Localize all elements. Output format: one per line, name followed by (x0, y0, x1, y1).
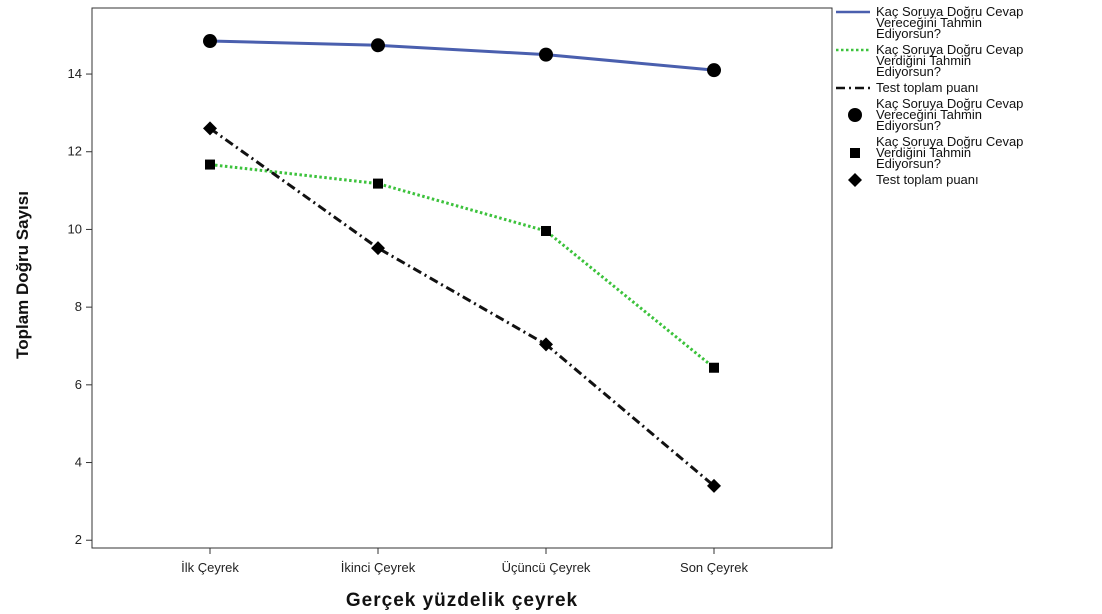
series-marker-square (709, 362, 719, 373)
x-axis-title: Gerçek yüzdelik çeyrek (346, 590, 578, 611)
legend-label: Verdiğini Tahmin (876, 145, 971, 160)
series-2 (205, 159, 719, 373)
series-marker-diamond (539, 337, 553, 352)
legend-label: Ediyorsun? (876, 26, 941, 41)
legend-line-entry: Test toplam puanı (836, 80, 979, 95)
x-tick-label: İkinci Çeyrek (341, 560, 416, 575)
series-marker-square (205, 159, 215, 170)
y-tick-label: 10 (68, 221, 82, 236)
series-marker-diamond (371, 241, 385, 256)
y-tick-label: 4 (75, 455, 82, 470)
series-marker-circle (371, 38, 385, 53)
legend-label: Kaç Soruya Doğru Cevap (876, 96, 1023, 111)
legend-label: Kaç Soruya Doğru Cevap (876, 134, 1023, 149)
series-line (209, 163, 715, 369)
series-marker-circle (203, 34, 217, 49)
series-marker-square (541, 225, 551, 236)
x-axis: İlk Çeyrek İkinci Çeyrek Üçüncü Çeyrek Son … (181, 548, 748, 575)
legend-label: Vereceğini Tahmin (876, 107, 982, 122)
series-marker-square (850, 148, 860, 158)
x-tick-label: Son Çeyrek (680, 560, 748, 575)
legend-label: Vereceğini Tahmin (876, 15, 982, 30)
series-marker-diamond (203, 121, 217, 136)
y-tick-label: 12 (68, 144, 82, 159)
y-tick-label: 14 (68, 66, 82, 81)
plot-area-frame (91, 7, 833, 549)
y-tick-label: 2 (75, 532, 82, 547)
x-tick-label: Üçüncü Çeyrek (502, 560, 591, 575)
series-marker-circle (848, 108, 862, 122)
series-line (209, 127, 715, 487)
series-marker-circle (539, 47, 553, 62)
legend-label: Verdiğini Tahmin (876, 53, 971, 68)
y-axis-title: Toplam Doğru Sayısı (13, 191, 32, 359)
legend-label: Ediyorsun? (876, 64, 941, 79)
legend-label: Kaç Soruya Doğru Cevap (876, 42, 1023, 57)
series-1 (203, 34, 721, 78)
series-marker-square (373, 178, 383, 189)
y-tick-label: 8 (75, 299, 82, 314)
x-tick-label: İlk Çeyrek (181, 560, 239, 575)
series-marker-circle (707, 63, 721, 78)
series-layer (203, 34, 721, 493)
series-marker-diamond (848, 173, 862, 187)
series-line (209, 39, 715, 72)
legend-label: Ediyorsun? (876, 118, 941, 133)
series-marker-diamond (707, 478, 721, 493)
legend-label: Test toplam puanı (876, 172, 979, 187)
series-3 (203, 121, 721, 493)
legend-label: Test toplam puanı (876, 80, 979, 95)
legend-marker-entry: Test toplam puanı (848, 172, 979, 187)
y-axis: 2 4 6 8 10 12 14 (68, 66, 92, 547)
legend-label: Kaç Soruya Doğru Cevap (876, 4, 1023, 19)
legend-label: Ediyorsun? (876, 156, 941, 171)
y-tick-label: 6 (75, 377, 82, 392)
